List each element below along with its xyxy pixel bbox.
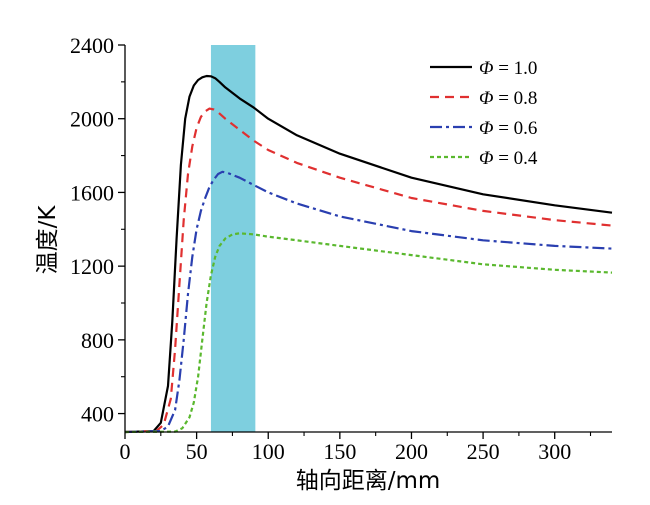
series-line-2	[124, 170, 613, 434]
series-layer	[124, 74, 613, 434]
y-tick-label-2: 1200	[70, 254, 114, 279]
legend-phi-symbol: Φ	[479, 118, 493, 139]
legend-phi-symbol: Φ	[479, 148, 493, 169]
x-tick-label-5: 250	[467, 439, 500, 464]
legend-phi-symbol: Φ	[479, 88, 493, 109]
y-tick-label-1: 800	[81, 328, 114, 353]
series-line-3	[124, 232, 613, 434]
y-ticks: 400 800 1200 1600 2000 2400	[70, 33, 125, 427]
highlight-band-layer	[210, 45, 256, 432]
x-tick-label-2: 100	[252, 439, 285, 464]
legend: Φ = 1.0Φ = 0.8Φ = 0.6Φ = 0.4	[430, 58, 538, 169]
x-tick-label-1: 50	[186, 439, 208, 464]
legend-label-1: Φ = 0.8	[479, 88, 537, 109]
y-tick-label-0: 400	[81, 402, 114, 427]
x-axis-title: 轴向距离/mm	[296, 468, 441, 494]
legend-phi-value: = 1.0	[493, 58, 537, 79]
series-line-0	[124, 74, 613, 434]
legend-label-2: Φ = 0.6	[479, 118, 537, 139]
y-axis-title: 温度/K	[35, 205, 61, 275]
x-ticks: 0 50 100 150 200 250 300	[120, 432, 592, 464]
legend-phi-value: = 0.8	[493, 88, 537, 109]
legend-phi-symbol: Φ	[479, 58, 493, 79]
x-tick-label-0: 0	[120, 439, 131, 464]
series-line-1	[124, 107, 613, 434]
legend-label-0: Φ = 1.0	[479, 58, 537, 79]
y-tick-label-3: 1600	[70, 180, 114, 205]
y-tick-label-5: 2400	[70, 33, 114, 58]
x-tick-label-6: 300	[538, 439, 571, 464]
axes-layer	[124, 45, 612, 433]
highlight-band	[210, 45, 256, 432]
x-tick-label-4: 200	[395, 439, 428, 464]
x-tick-label-3: 150	[323, 439, 356, 464]
legend-phi-value: = 0.6	[493, 118, 537, 139]
legend-label-3: Φ = 0.4	[479, 148, 538, 169]
legend-phi-value: = 0.4	[493, 148, 537, 169]
y-tick-label-4: 2000	[70, 107, 114, 132]
